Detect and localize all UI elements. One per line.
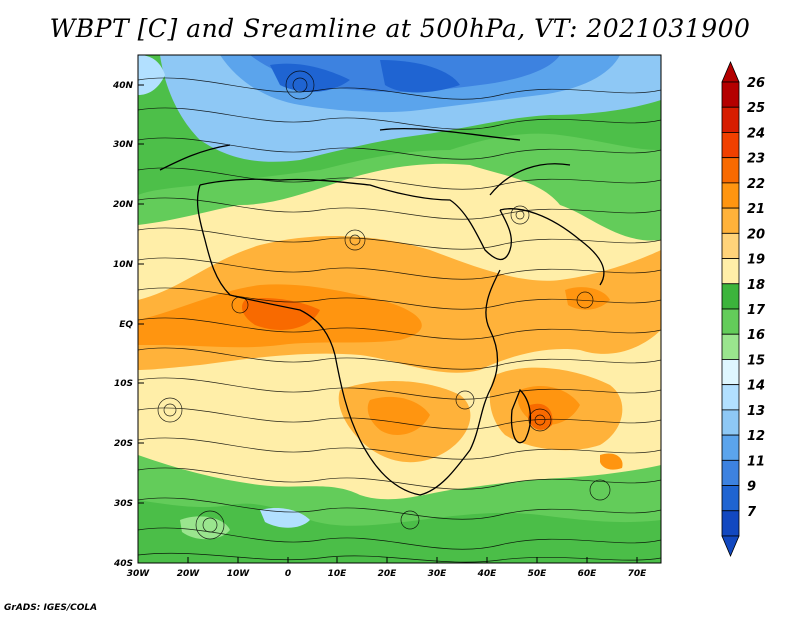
- colorbar: 26 25 24 23 22 21 20 19 18 17 16 15 14 13 12 11 9 7: [721, 60, 766, 558]
- colorbar-swatch: [721, 207, 740, 234]
- grads-credit: GrADS: IGES/COLA: [4, 603, 98, 613]
- coastlines: [159, 128, 605, 496]
- colorbar-label: 20: [747, 227, 765, 242]
- colorbar-swatch: [721, 434, 740, 461]
- colorbar-label: 15: [747, 353, 765, 368]
- lon-label: 20E: [378, 569, 398, 579]
- colorbar-swatch: [721, 132, 740, 159]
- colorbar-swatch: [721, 459, 740, 486]
- colorbar-label: 19: [747, 253, 765, 268]
- colorbar-label: 14: [747, 379, 765, 394]
- colorbar-label: 12: [747, 429, 765, 444]
- lon-label: 30W: [127, 569, 151, 579]
- colorbar-label: 23: [747, 152, 765, 167]
- axis-ticks: [138, 84, 638, 563]
- lat-label: 30S: [114, 499, 133, 509]
- colorbar-swatch: [721, 485, 740, 512]
- lat-label: 10N: [113, 260, 134, 270]
- colorbar-label: 25: [747, 101, 765, 116]
- colorbar-label: 18: [747, 278, 765, 293]
- colorbar-swatch: [721, 384, 740, 411]
- lon-label: 20W: [177, 569, 201, 579]
- colorbar-label: 17: [747, 303, 766, 318]
- lat-label: 40S: [113, 559, 133, 569]
- streamlines: [138, 70, 661, 563]
- colorbar-label: 16: [747, 328, 765, 343]
- colorbar-swatch: [721, 283, 740, 310]
- colorbar-label: 13: [747, 404, 765, 419]
- colorbar-top-arrow: [721, 60, 740, 83]
- colorbar-swatch: [721, 333, 740, 360]
- lat-label: 40N: [112, 81, 134, 91]
- colorbar-swatch: [721, 359, 740, 386]
- lon-label: 40E: [477, 569, 498, 579]
- lon-label: 30E: [428, 569, 448, 579]
- colorbar-swatch: [721, 308, 740, 335]
- colorbar-bottom-arrow: [721, 535, 740, 558]
- colorbar-swatch: [721, 81, 740, 108]
- colorbar-swatch: [721, 182, 740, 209]
- lon-label: 10E: [328, 569, 348, 579]
- map-title: WBPT [C] and Sreamline at 500hPa, VT: 20…: [49, 14, 751, 43]
- colorbar-label: 7: [747, 505, 757, 520]
- lon-label: 60E: [578, 569, 598, 579]
- lon-label: 10W: [227, 569, 251, 579]
- colorbar-label: 9: [747, 480, 756, 495]
- colorbar-swatch: [721, 258, 740, 285]
- colorbar-label: 24: [747, 126, 765, 141]
- colorbar-swatch: [721, 106, 740, 133]
- longitude-labels: 30W 20W 10W 0 10E 20E 30E 40E 50E 60E 70…: [127, 569, 647, 579]
- lat-label: 20N: [113, 200, 134, 210]
- colorbar-swatch: [721, 157, 740, 184]
- colorbar-label: 26: [747, 76, 765, 91]
- colorbar-swatch: [721, 409, 740, 436]
- plot-frame: [137, 54, 662, 564]
- colorbar-swatch: [721, 232, 740, 259]
- wbpt-field: [138, 55, 661, 563]
- latitude-labels: 40N 30N 20N 10N EQ 10S 20S 30S 40S: [112, 81, 134, 569]
- lat-label: EQ: [119, 320, 133, 330]
- colorbar-label: 21: [747, 202, 765, 217]
- colorbar-label: 22: [747, 177, 765, 192]
- lon-label: 70E: [628, 569, 648, 579]
- lat-label: 30N: [113, 140, 134, 150]
- lon-label: 0: [285, 569, 291, 579]
- colorbar-swatch: [721, 510, 740, 537]
- lon-label: 50E: [528, 569, 548, 579]
- colorbar-label: 11: [747, 454, 765, 469]
- lat-label: 10S: [114, 379, 133, 389]
- lat-label: 20S: [114, 439, 133, 449]
